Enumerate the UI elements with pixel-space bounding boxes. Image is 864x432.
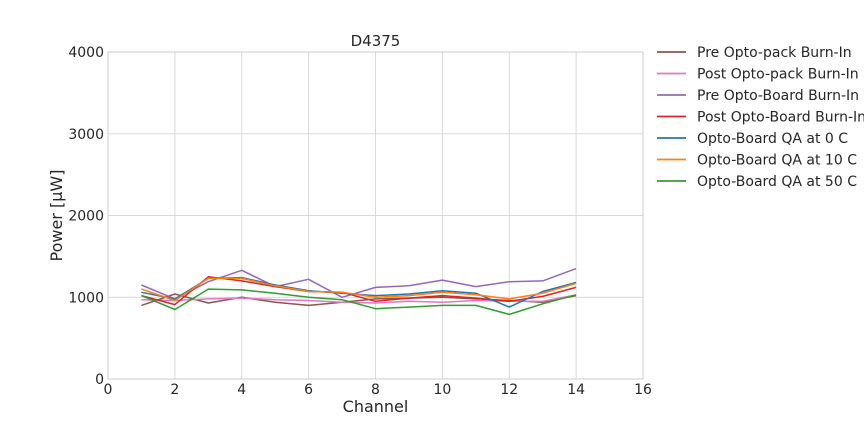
legend-entry-1: Pre Opto-pack Burn-In — [697, 45, 852, 61]
legend-entry-7: Opto-Board QA at 50 C — [697, 174, 857, 190]
y-axis-label: Power [μW] — [47, 170, 66, 262]
legend: Pre Opto-pack Burn-In Post Opto-pack Burn… — [657, 45, 864, 190]
x-tick-label: 12 — [500, 382, 518, 398]
grid — [107, 51, 644, 380]
series-line-3 — [141, 267, 577, 300]
legend-entry-4: Post Opto-Board Burn-In — [697, 110, 864, 126]
x-tick-label: 16 — [634, 382, 652, 398]
y-tick-label: 3000 — [68, 127, 104, 143]
x-tick-label: 14 — [567, 382, 585, 398]
y-tick-label: 0 — [95, 372, 104, 388]
y-ticks: 0 1000 2000 3000 4000 — [68, 45, 104, 388]
y-tick-label: 1000 — [68, 290, 104, 306]
y-tick-label: 2000 — [68, 209, 104, 225]
x-ticks: 0 2 4 6 8 10 12 14 16 — [104, 382, 652, 398]
series-layer — [141, 267, 577, 316]
chart-title: D4375 — [351, 32, 401, 50]
series-line-7 — [141, 288, 577, 316]
y-tick-label: 4000 — [68, 45, 104, 61]
x-tick-label: 4 — [237, 382, 246, 398]
legend-entry-6: Opto-Board QA at 10 C — [697, 153, 857, 169]
series-line-4 — [141, 276, 577, 306]
legend-entry-5: Opto-Board QA at 0 C — [697, 131, 848, 147]
x-tick-label: 6 — [304, 382, 313, 398]
x-tick-label: 0 — [104, 382, 113, 398]
x-axis-label: Channel — [343, 397, 409, 416]
legend-entry-3: Pre Opto-Board Burn-In — [697, 88, 859, 104]
x-tick-label: 8 — [371, 382, 380, 398]
series-line-6 — [141, 277, 577, 302]
x-tick-label: 2 — [170, 382, 179, 398]
x-tick-label: 10 — [433, 382, 451, 398]
legend-entry-2: Post Opto-pack Burn-In — [697, 67, 859, 83]
plot-area — [107, 51, 644, 380]
